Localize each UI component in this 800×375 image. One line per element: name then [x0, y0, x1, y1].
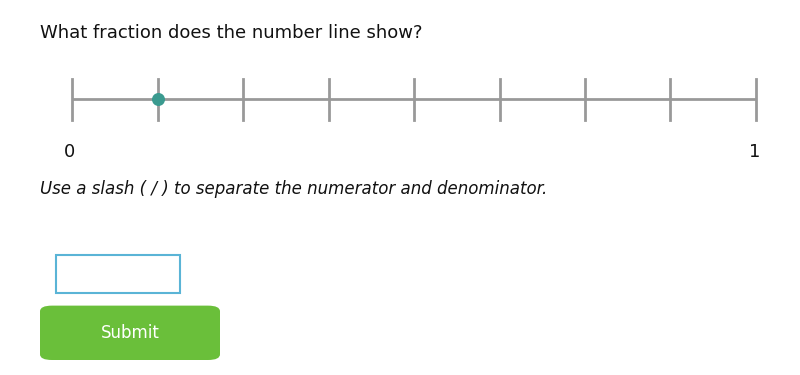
FancyBboxPatch shape [56, 255, 180, 292]
Point [151, 96, 164, 102]
Text: Submit: Submit [101, 324, 159, 342]
Text: 0: 0 [64, 142, 75, 160]
Text: 1: 1 [749, 142, 760, 160]
Text: Use a slash ( / ) to separate the numerator and denominator.: Use a slash ( / ) to separate the numera… [40, 180, 547, 198]
FancyBboxPatch shape [40, 306, 220, 360]
Text: What fraction does the number line show?: What fraction does the number line show? [40, 24, 422, 42]
